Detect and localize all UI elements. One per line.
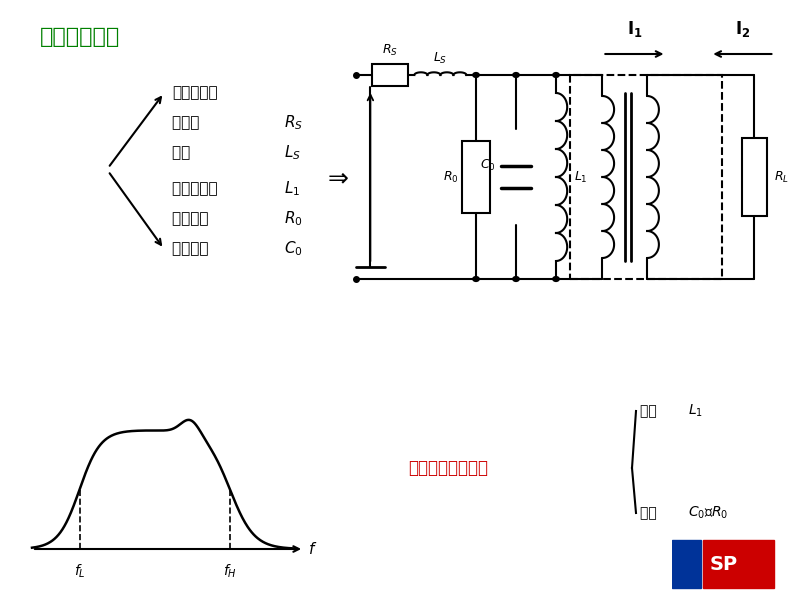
Text: SP: SP — [710, 554, 738, 574]
Text: $R_L$: $R_L$ — [774, 169, 789, 185]
Text: $L_S$: $L_S$ — [284, 143, 301, 163]
Text: $R_0$: $R_0$ — [442, 169, 458, 185]
Text: $R_S$: $R_S$ — [382, 43, 398, 58]
Text: 高端: 高端 — [640, 506, 661, 520]
Circle shape — [473, 73, 479, 77]
Bar — [570, 75, 722, 279]
Bar — [372, 64, 408, 86]
Text: $\mathbf{I_1}$: $\mathbf{I_1}$ — [626, 19, 642, 39]
Text: 热损耗: 热损耗 — [172, 115, 204, 130]
Text: 实际变压器：: 实际变压器： — [40, 27, 120, 47]
Text: $L_1$: $L_1$ — [284, 179, 300, 199]
Text: $C_0$: $C_0$ — [480, 157, 496, 173]
Text: 低端: 低端 — [640, 404, 661, 418]
Text: $R_0$: $R_0$ — [284, 209, 302, 229]
Text: $R_S$: $R_S$ — [284, 113, 303, 133]
Bar — [462, 141, 490, 213]
Text: 理想变压器: 理想变压器 — [172, 85, 218, 100]
Text: $f_L$: $f_L$ — [74, 562, 86, 580]
Circle shape — [473, 277, 479, 281]
Circle shape — [513, 277, 519, 281]
Circle shape — [513, 73, 519, 77]
Text: 磁芯损耗: 磁芯损耗 — [172, 211, 214, 226]
Bar — [703, 540, 774, 588]
Text: $L_1$: $L_1$ — [688, 403, 703, 419]
Text: $\Rightarrow$: $\Rightarrow$ — [322, 165, 350, 189]
Bar — [742, 138, 767, 216]
Text: $C_0$、$R_0$: $C_0$、$R_0$ — [688, 505, 728, 521]
Circle shape — [553, 277, 559, 281]
Text: $\mathbf{I_2}$: $\mathbf{I_2}$ — [734, 19, 750, 39]
Text: 漏感: 漏感 — [172, 145, 195, 160]
Text: 分布电容: 分布电容 — [172, 241, 214, 257]
Bar — [672, 540, 701, 588]
Text: $f_H$: $f_H$ — [223, 562, 237, 580]
Text: $L_1$: $L_1$ — [574, 169, 587, 185]
Text: $f$: $f$ — [308, 541, 318, 557]
Text: $L_S$: $L_S$ — [434, 51, 447, 67]
Text: 影响频带主要因素: 影响频带主要因素 — [408, 459, 488, 477]
Text: 初级电感量: 初级电感量 — [172, 181, 222, 196]
Text: $C_0$: $C_0$ — [284, 239, 302, 259]
Circle shape — [553, 73, 559, 77]
